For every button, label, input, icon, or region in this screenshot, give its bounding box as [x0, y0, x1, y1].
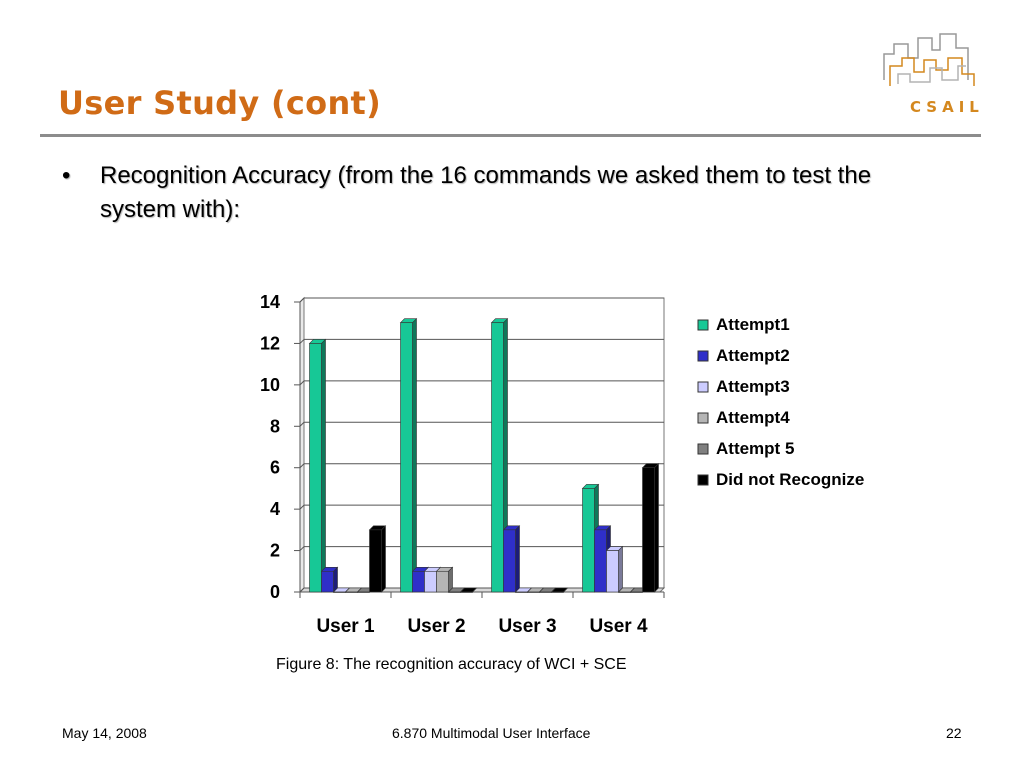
legend-swatch	[697, 474, 709, 486]
bar	[448, 591, 461, 593]
slide-title: User Study (cont)	[58, 84, 382, 122]
bar	[345, 591, 358, 593]
y-tick-label: 10	[260, 375, 280, 395]
bar	[630, 591, 643, 593]
bar	[594, 529, 607, 593]
legend-label: Attempt 5	[716, 439, 794, 458]
gridline-diag	[299, 587, 305, 593]
bar-side	[563, 587, 568, 593]
legend-label: Attempt4	[716, 408, 790, 427]
legend-label: Attempt1	[716, 315, 790, 334]
legend-swatch	[697, 443, 709, 455]
bar	[606, 550, 619, 593]
csail-logo: CSAIL	[883, 33, 984, 116]
legend-label: Attempt3	[716, 377, 790, 396]
legend-swatch	[697, 381, 709, 393]
legend-swatch	[697, 350, 709, 362]
bullet-marker: •	[62, 162, 71, 189]
x-tick-label: User 4	[589, 616, 648, 637]
bar	[309, 343, 322, 593]
bar	[333, 591, 346, 593]
y-tick-label: 6	[270, 458, 280, 478]
footer-date: May 14, 2008	[62, 725, 147, 741]
y-tick-label: 14	[260, 292, 280, 312]
bar	[369, 529, 382, 593]
bar-side	[381, 525, 386, 593]
bar	[491, 322, 504, 593]
legend-label: Attempt2	[716, 346, 790, 365]
bar	[503, 529, 516, 593]
legend-swatch	[697, 319, 709, 331]
legend-label: Did not Recognize	[716, 470, 864, 489]
bar	[551, 591, 564, 593]
footer-course: 6.870 Multimodal User Interface	[392, 725, 591, 741]
bar-side	[321, 338, 326, 593]
bar-side	[618, 545, 623, 593]
footer-page-number: 22	[946, 725, 962, 741]
x-tick-label: User 3	[498, 616, 556, 637]
y-tick-label: 12	[260, 333, 280, 353]
bar	[527, 591, 540, 593]
bar-side	[412, 317, 417, 593]
x-tick-label: User 2	[407, 616, 465, 637]
bar	[400, 322, 413, 593]
y-tick-label: 8	[270, 416, 280, 436]
bar	[642, 467, 655, 593]
gridline-diag	[299, 421, 305, 427]
bar	[460, 591, 473, 593]
bar-side	[654, 462, 659, 593]
bar	[412, 570, 425, 593]
bar	[515, 591, 528, 593]
bar	[321, 570, 334, 593]
x-tick-label: User 1	[316, 616, 375, 637]
legend-swatch	[697, 412, 709, 424]
gridline-diag	[299, 380, 305, 386]
title-divider	[40, 134, 981, 137]
gridline-diag	[299, 339, 305, 344]
gridline-diag	[299, 297, 305, 303]
logo-text: CSAIL	[910, 98, 984, 116]
bar	[539, 591, 552, 593]
figure-caption: Figure 8: The recognition accuracy of WC…	[276, 656, 627, 673]
y-tick-label: 0	[270, 582, 280, 602]
gridline-diag	[299, 546, 305, 551]
bar	[424, 570, 437, 593]
bar	[618, 591, 631, 593]
bar-side	[472, 587, 477, 593]
bullet-text: Recognition Accuracy (from the 16 comman…	[100, 162, 872, 223]
y-tick-label: 4	[270, 499, 280, 519]
gridline-diag	[299, 463, 305, 469]
bar	[357, 591, 370, 593]
bar	[582, 488, 595, 593]
gridline-diag	[299, 504, 305, 510]
bar-side	[515, 525, 520, 593]
y-tick-label: 2	[270, 541, 280, 561]
bar-chart: 0 2 4 6 8 10 12 14 User 1 User 2 User 3 User 4 Attem…	[260, 292, 864, 637]
bar	[436, 570, 449, 593]
